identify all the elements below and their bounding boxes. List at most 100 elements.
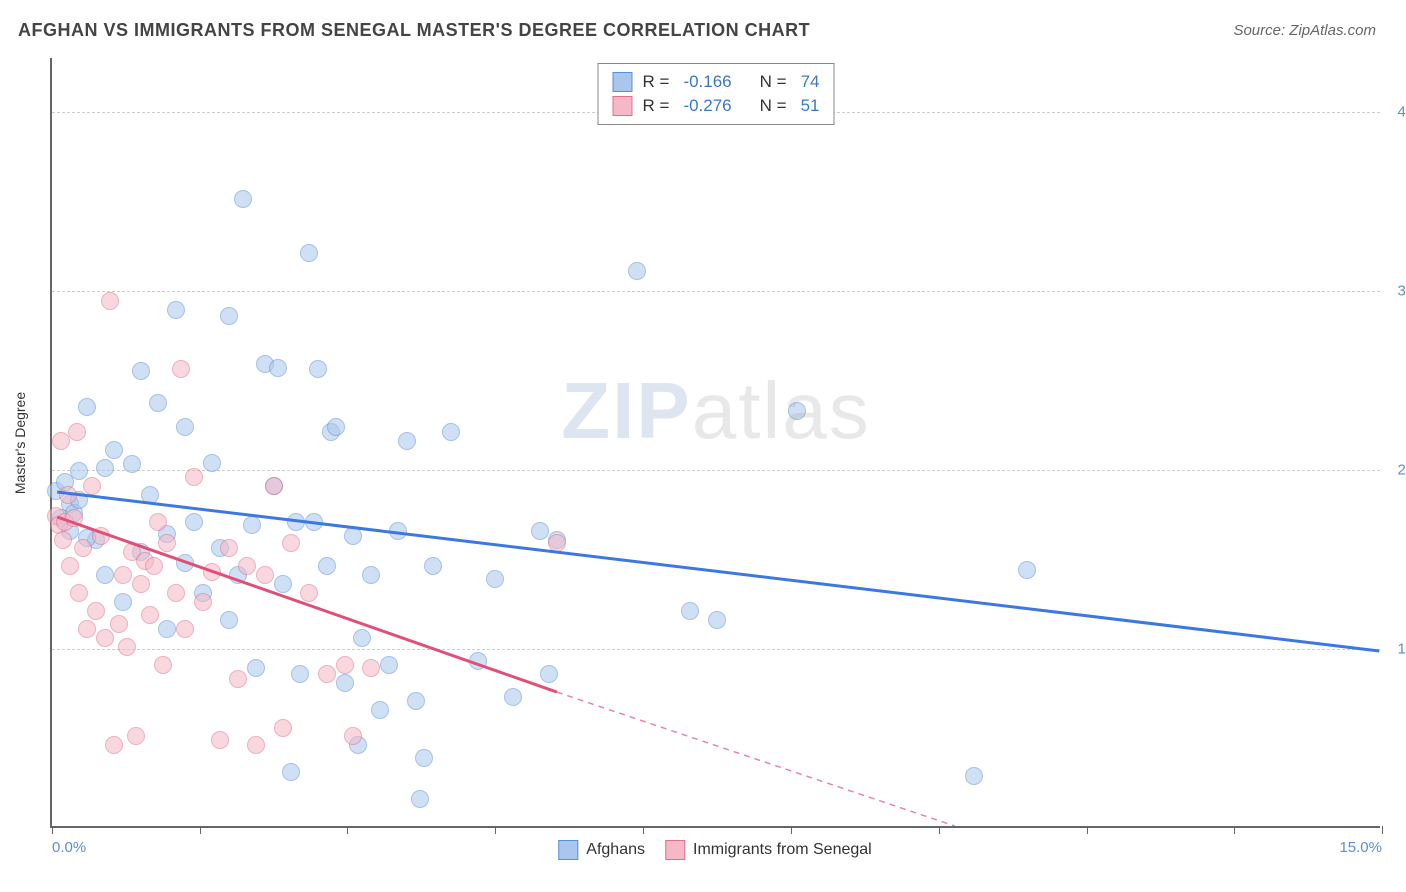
- data-point: [145, 557, 163, 575]
- data-point: [380, 656, 398, 674]
- legend-stats-row: R = -0.166 N = 74: [613, 70, 820, 94]
- data-point: [300, 244, 318, 262]
- data-point: [87, 602, 105, 620]
- data-point: [127, 727, 145, 745]
- data-point: [167, 301, 185, 319]
- data-point: [176, 554, 194, 572]
- x-tick: [1087, 826, 1088, 834]
- data-point: [398, 432, 416, 450]
- data-point: [176, 620, 194, 638]
- x-tick: [347, 826, 348, 834]
- data-point: [318, 665, 336, 683]
- data-point: [269, 359, 287, 377]
- data-point: [540, 665, 558, 683]
- data-point: [132, 362, 150, 380]
- data-point: [965, 767, 983, 785]
- data-point: [415, 749, 433, 767]
- data-point: [229, 670, 247, 688]
- data-point: [486, 570, 504, 588]
- gridline: [52, 291, 1380, 292]
- swatch-icon: [613, 96, 633, 116]
- x-tick: [939, 826, 940, 834]
- data-point: [74, 539, 92, 557]
- swatch-icon: [665, 840, 685, 860]
- data-point: [78, 398, 96, 416]
- gridline: [52, 470, 1380, 471]
- data-point: [274, 719, 292, 737]
- x-tick: [643, 826, 644, 834]
- data-point: [114, 593, 132, 611]
- data-point: [291, 665, 309, 683]
- x-tick-label: 15.0%: [1339, 839, 1382, 856]
- regression-lines: [52, 58, 1380, 826]
- data-point: [389, 522, 407, 540]
- data-point: [220, 539, 238, 557]
- x-tick: [1382, 826, 1383, 834]
- data-point: [247, 659, 265, 677]
- swatch-icon: [558, 840, 578, 860]
- gridline: [52, 649, 1380, 650]
- data-point: [141, 486, 159, 504]
- data-point: [362, 566, 380, 584]
- data-point: [70, 462, 88, 480]
- data-point: [469, 652, 487, 670]
- data-point: [628, 262, 646, 280]
- legend-stats-row: R = -0.276 N = 51: [613, 94, 820, 118]
- data-point: [52, 432, 70, 450]
- data-point: [287, 513, 305, 531]
- data-point: [353, 629, 371, 647]
- data-point: [203, 454, 221, 472]
- data-point: [61, 557, 79, 575]
- data-point: [548, 534, 566, 552]
- data-point: [1018, 561, 1036, 579]
- data-point: [336, 656, 354, 674]
- data-point: [154, 656, 172, 674]
- data-point: [282, 763, 300, 781]
- data-point: [531, 522, 549, 540]
- data-point: [300, 584, 318, 602]
- data-point: [123, 455, 141, 473]
- data-point: [411, 790, 429, 808]
- x-tick: [200, 826, 201, 834]
- data-point: [176, 418, 194, 436]
- data-point: [309, 360, 327, 378]
- x-tick: [495, 826, 496, 834]
- x-tick: [791, 826, 792, 834]
- data-point: [78, 620, 96, 638]
- data-point: [274, 575, 292, 593]
- data-point: [96, 629, 114, 647]
- data-point: [424, 557, 442, 575]
- chart-title: AFGHAN VS IMMIGRANTS FROM SENEGAL MASTER…: [18, 20, 810, 41]
- data-point: [344, 727, 362, 745]
- data-point: [65, 509, 83, 527]
- data-point: [681, 602, 699, 620]
- x-tick: [52, 826, 53, 834]
- data-point: [92, 527, 110, 545]
- data-point: [114, 566, 132, 584]
- legend-stats: R = -0.166 N = 74 R = -0.276 N = 51: [598, 63, 835, 125]
- data-point: [118, 638, 136, 656]
- legend-item: Immigrants from Senegal: [665, 840, 872, 860]
- data-point: [105, 441, 123, 459]
- data-point: [158, 620, 176, 638]
- data-point: [96, 459, 114, 477]
- data-point: [149, 394, 167, 412]
- data-point: [172, 360, 190, 378]
- data-point: [305, 513, 323, 531]
- data-point: [149, 513, 167, 531]
- y-tick-label: 40.0%: [1397, 103, 1406, 120]
- chart-container: Master's Degree ZIPatlas R = -0.166 N = …: [50, 58, 1380, 828]
- y-axis-label: Master's Degree: [12, 392, 28, 494]
- data-point: [362, 659, 380, 677]
- data-point: [371, 701, 389, 719]
- data-point: [336, 674, 354, 692]
- data-point: [203, 563, 221, 581]
- data-point: [344, 527, 362, 545]
- swatch-icon: [613, 72, 633, 92]
- y-tick-label: 20.0%: [1397, 461, 1406, 478]
- data-point: [167, 584, 185, 602]
- plot-area: ZIPatlas R = -0.166 N = 74 R = -0.276 N …: [50, 58, 1380, 828]
- data-point: [243, 516, 261, 534]
- y-tick-label: 10.0%: [1397, 640, 1406, 657]
- data-point: [101, 292, 119, 310]
